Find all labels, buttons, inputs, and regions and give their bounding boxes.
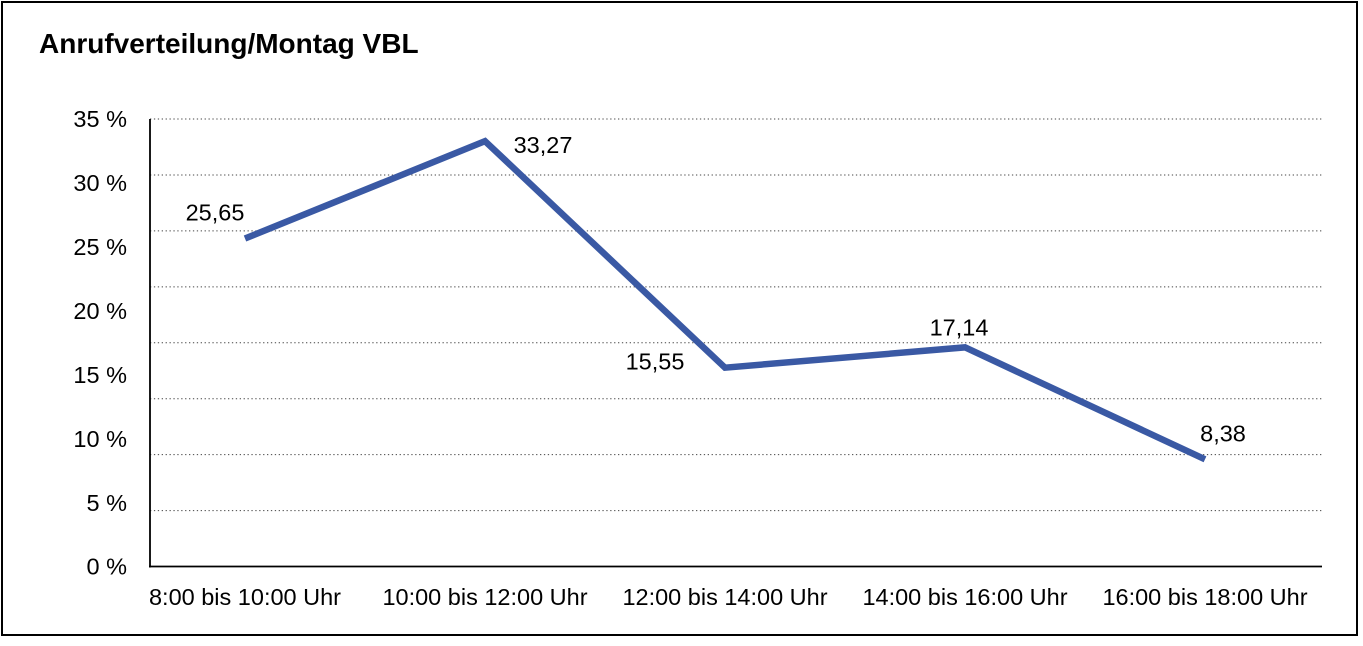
x-axis-label: 12:00 bis 14:00 Uhr	[622, 584, 827, 610]
y-tick-label: 5 %	[87, 490, 128, 516]
data-point-label: 33,27	[514, 132, 573, 158]
data-point-label: 15,55	[626, 349, 685, 375]
data-line	[243, 137, 1207, 463]
data-point-label: 8,38	[1200, 420, 1246, 446]
chart-title: Anrufverteilung/Montag VBL	[39, 28, 419, 59]
x-axis-label: 8:00 bis 10:00 Uhr	[149, 584, 341, 610]
x-axis-label: 14:00 bis 16:00 Uhr	[862, 584, 1067, 610]
y-tick-label: 0 %	[87, 554, 128, 580]
y-tick-label: 10 %	[73, 426, 127, 452]
data-point-label: 17,14	[930, 314, 989, 340]
y-tick-label: 15 %	[73, 362, 127, 388]
x-axis-label: 16:00 bis 18:00 Uhr	[1102, 584, 1307, 610]
y-tick-label: 35 %	[73, 106, 127, 132]
y-tick-label: 25 %	[73, 234, 127, 260]
chart-frame	[1, 1, 1358, 636]
y-tick-label: 30 %	[73, 170, 127, 196]
y-tick-label: 20 %	[73, 298, 127, 324]
data-point-label: 25,65	[186, 200, 245, 226]
x-axis-label: 10:00 bis 12:00 Uhr	[382, 584, 587, 610]
